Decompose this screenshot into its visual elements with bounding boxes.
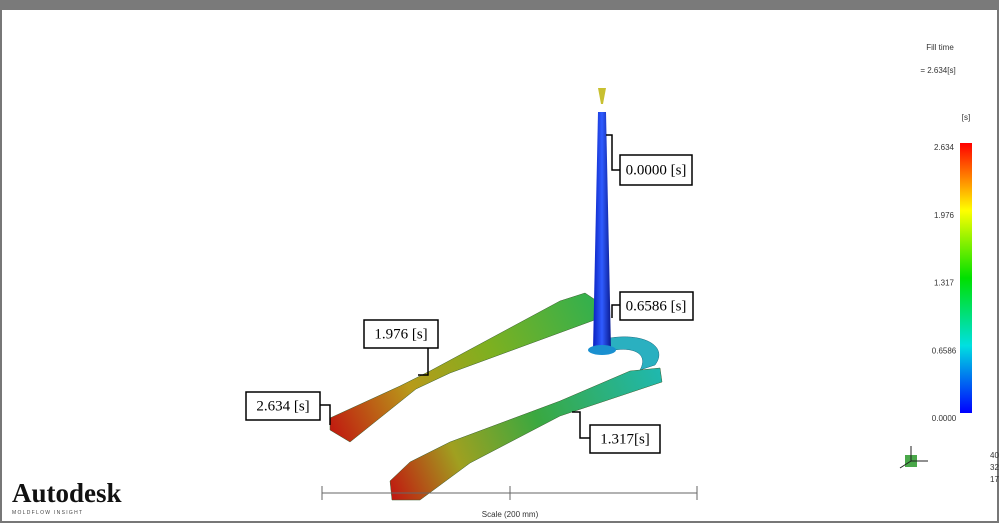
legend-title: Fill time: [926, 43, 954, 52]
callout: 0.6586 [s]: [626, 298, 687, 314]
corner-number: 17: [990, 475, 999, 484]
legend-tick: 0.0000: [932, 414, 957, 423]
viewport: 0.0000 [s] 0.6586 [s] 1.976 [s] 2.634 [s…: [0, 0, 999, 523]
legend-current: = 2.634[s]: [920, 66, 955, 75]
legend-tick: 2.634: [934, 143, 955, 152]
corner-numbers: 40 32 17: [990, 451, 999, 484]
legend-tick: 1.317: [934, 279, 955, 288]
callout: 1.317[s]: [600, 431, 650, 447]
callout: 2.634 [s]: [256, 398, 309, 414]
brand-name: Autodesk: [12, 478, 122, 508]
brand-product: MOLDFLOW INSIGHT: [12, 510, 83, 516]
legend-tick: 0.6586: [932, 346, 957, 355]
callout: 0.0000 [s]: [626, 162, 687, 178]
sprue-base: [588, 345, 616, 355]
legend-unit: [s]: [962, 113, 970, 122]
page: 0.0000 [s] 0.6586 [s] 1.976 [s] 2.634 [s…: [0, 0, 999, 523]
corner-number: 40: [990, 451, 999, 460]
top-border: [0, 0, 999, 10]
legend-tick: 1.976: [934, 211, 955, 220]
corner-number: 32: [990, 463, 999, 472]
callout: 1.976 [s]: [374, 326, 427, 342]
color-bar: [960, 143, 972, 413]
scale-label: Scale (200 mm): [482, 510, 539, 519]
